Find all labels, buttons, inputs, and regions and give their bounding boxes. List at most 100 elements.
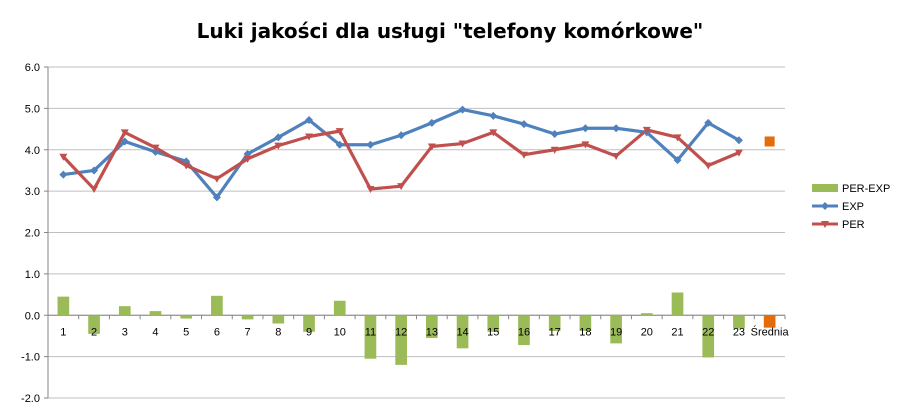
- bar: [395, 315, 407, 365]
- x-tick-label: 22: [702, 326, 714, 338]
- x-tick-label: 19: [610, 326, 622, 338]
- point-marker: [458, 140, 467, 148]
- point-marker: [734, 149, 743, 157]
- point-marker: [120, 137, 129, 146]
- bar: [118, 306, 131, 316]
- point-marker: [305, 133, 314, 141]
- chart-title: Luki jakości dla usługi "telefony komórk…: [197, 19, 704, 43]
- x-tick-labels: 1 2 3 4 5 6 7 8 9 10 11 12 13 14 15 16 17 18 19 20 21 22 23 Śre…: [60, 325, 789, 338]
- x-tick-label: 17: [549, 326, 561, 338]
- point-marker: [212, 175, 221, 183]
- x-tick-label: 23: [733, 326, 745, 338]
- point-marker: [243, 155, 252, 163]
- point-marker: [90, 166, 99, 175]
- bar: [733, 315, 745, 329]
- bar: [702, 315, 715, 358]
- x-tick-label: 12: [395, 326, 407, 338]
- point-marker: [90, 186, 99, 194]
- point-marker: [366, 140, 375, 149]
- bar: [364, 315, 377, 359]
- point-marker: [489, 111, 498, 120]
- y-tick-label: 4.0: [25, 145, 40, 157]
- x-tick-label: Średnia: [751, 325, 790, 338]
- x-tick-label: 21: [671, 326, 683, 338]
- x-tick-label: 3: [122, 326, 128, 338]
- x-tick-label: 11: [365, 326, 376, 338]
- legend-label: PER: [842, 219, 865, 231]
- x-tick-label: 15: [487, 326, 499, 338]
- point-marker: [673, 134, 682, 142]
- legend-marker: [821, 221, 829, 228]
- x-tick-label: 13: [426, 326, 438, 338]
- point-marker: [427, 118, 436, 127]
- x-tick-label: 14: [456, 326, 468, 338]
- bar: [426, 315, 438, 339]
- x-tick-label: 10: [334, 326, 346, 338]
- point-marker: [519, 120, 528, 129]
- bar: [303, 315, 315, 332]
- bar: [88, 315, 100, 334]
- bar-series: [57, 292, 776, 365]
- point-marker: [120, 129, 129, 137]
- point-marker: [335, 140, 344, 149]
- point-marker: [673, 156, 682, 165]
- y-tick-label: -1.0: [21, 352, 40, 364]
- bar: [518, 315, 530, 346]
- x-tick-label: 2: [91, 326, 97, 338]
- bar: [272, 315, 285, 324]
- y-tick-label: 5.0: [25, 103, 40, 115]
- y-tick-label: 6.0: [25, 62, 40, 74]
- bar: [57, 296, 70, 316]
- y-tick-label: -2.0: [21, 393, 40, 405]
- x-tick-label: 9: [306, 326, 312, 338]
- markers: [59, 105, 775, 202]
- point-marker: [397, 183, 406, 191]
- x-tick-label: 8: [275, 326, 281, 338]
- bar: [487, 315, 500, 332]
- y-tick-label: 2.0: [25, 228, 40, 240]
- point-marker: [612, 152, 621, 160]
- bar: [241, 315, 254, 320]
- y-tick-labels: -2.0 -1.0 0.0 1.0 2.0 3.0 4.0 5.0 6.0: [21, 62, 40, 405]
- axes: [44, 66, 786, 399]
- bar: [180, 315, 193, 319]
- point-marker: [581, 141, 590, 149]
- x-tick-label: 4: [152, 326, 158, 338]
- point-marker: [581, 124, 590, 133]
- point-marker: [489, 129, 498, 137]
- point-marker: [151, 144, 160, 152]
- point-marker: [59, 170, 68, 179]
- bar: [456, 315, 469, 349]
- point-marker: [212, 193, 221, 202]
- point-marker: [427, 143, 436, 151]
- bar: [640, 313, 653, 316]
- gridlines: [48, 66, 785, 399]
- point-marker: [642, 126, 651, 134]
- point-marker: [335, 128, 344, 136]
- legend-marker: [821, 202, 829, 210]
- bar: [763, 315, 776, 328]
- legend-swatch: [812, 184, 838, 192]
- bar: [671, 292, 684, 316]
- bar: [333, 300, 346, 316]
- bar: [610, 315, 622, 344]
- point-marker: [519, 151, 528, 159]
- bar: [211, 295, 223, 316]
- point-marker: [366, 186, 375, 194]
- point-marker: [182, 162, 191, 170]
- legend-label: EXP: [842, 201, 864, 213]
- point-marker: [397, 131, 406, 140]
- bar: [579, 315, 592, 331]
- x-tick-label: 7: [245, 326, 251, 338]
- legend: PER-EXP EXP PER: [812, 183, 890, 231]
- y-tick-label: 3.0: [25, 186, 40, 198]
- average-marker: [764, 136, 775, 147]
- point-marker: [458, 105, 467, 114]
- point-marker: [59, 153, 68, 161]
- point-marker: [274, 142, 283, 150]
- legend-label: PER-EXP: [842, 183, 890, 195]
- point-marker: [612, 124, 621, 133]
- x-tick-label: 1: [60, 326, 66, 338]
- point-marker: [550, 146, 559, 154]
